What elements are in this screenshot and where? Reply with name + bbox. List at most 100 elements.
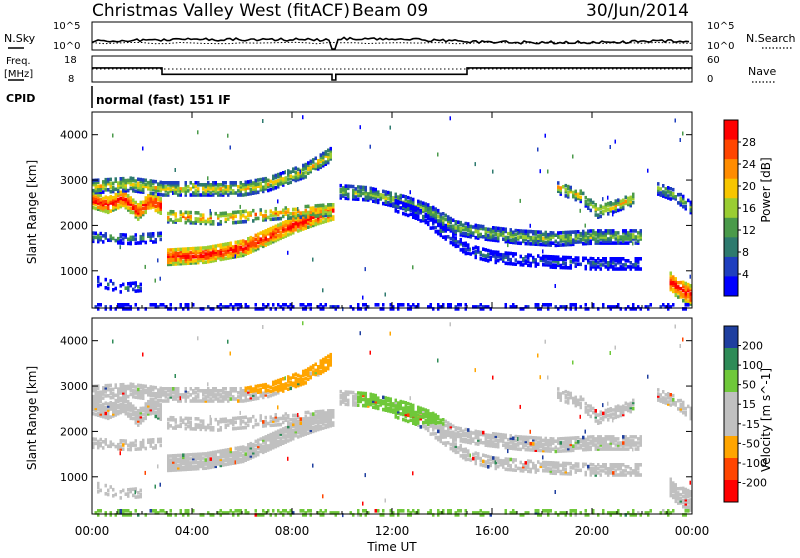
velocity-cell xyxy=(270,424,273,428)
velocity-cell xyxy=(330,417,333,421)
power-cell xyxy=(225,211,228,215)
power-cell xyxy=(195,211,198,215)
power-cell xyxy=(120,233,123,237)
power-cell xyxy=(177,218,180,222)
velocity-cell xyxy=(205,389,208,393)
velocity-cell xyxy=(430,424,433,428)
power-cell xyxy=(125,198,128,202)
velocity-cell xyxy=(105,438,108,442)
power-cell xyxy=(160,181,163,185)
power-cell xyxy=(255,213,258,217)
velocity-cell xyxy=(322,358,325,362)
power-cell xyxy=(482,235,485,239)
power-cell xyxy=(630,233,633,237)
velocity-cell xyxy=(412,509,415,513)
velocity-cell xyxy=(137,409,140,413)
power-cell xyxy=(640,229,643,233)
power-cell xyxy=(637,265,640,269)
velocity-cell xyxy=(135,407,138,411)
velocity-cell xyxy=(145,447,148,451)
power-cell xyxy=(362,186,365,190)
power-cell xyxy=(547,261,550,265)
power-cell xyxy=(535,303,538,307)
velocity-cell xyxy=(210,451,213,455)
velocity-cell xyxy=(177,387,180,391)
velocity-cell xyxy=(342,392,345,396)
power-cell xyxy=(157,193,160,197)
power-cell xyxy=(685,303,688,307)
power-cell xyxy=(397,200,400,204)
power-cell xyxy=(137,203,140,207)
velocity-cell xyxy=(280,428,283,432)
power-cell xyxy=(130,176,133,180)
velocity-cell xyxy=(360,391,363,395)
power-cell xyxy=(132,211,135,215)
power-cell xyxy=(187,185,190,189)
power-cell xyxy=(132,236,135,240)
power-cell xyxy=(157,202,160,206)
power-cell xyxy=(480,225,483,229)
power-cell xyxy=(467,243,470,247)
power-cell xyxy=(237,189,240,193)
power-cell xyxy=(442,235,445,239)
velocity-cell xyxy=(97,411,100,415)
power-cell xyxy=(275,186,278,190)
power-cell xyxy=(307,303,310,307)
velocity-cell xyxy=(132,389,135,393)
power-cell xyxy=(445,214,448,218)
power-cell xyxy=(167,191,170,195)
velocity-cell xyxy=(290,380,293,384)
velocity-cell xyxy=(285,416,288,420)
velocity-cell xyxy=(155,444,158,448)
power-cell xyxy=(347,184,350,188)
velocity-cell xyxy=(200,452,203,456)
velocity-cell xyxy=(147,400,150,404)
power-cell xyxy=(145,265,147,269)
power-cell xyxy=(137,182,140,186)
velocity-cell xyxy=(187,417,190,421)
power-cell xyxy=(237,193,240,197)
power-cell xyxy=(282,303,285,307)
velocity-cell xyxy=(110,396,113,400)
velocity-cell xyxy=(117,404,120,408)
power-cell xyxy=(600,263,603,267)
velocity-cell xyxy=(205,458,208,462)
velocity-cell xyxy=(312,412,315,416)
power-cell xyxy=(245,216,248,220)
noise-search-label: N.Search xyxy=(746,32,796,45)
velocity-cell xyxy=(155,485,157,489)
power-cell xyxy=(407,200,410,204)
velocity-cell xyxy=(282,415,285,419)
power-cell xyxy=(577,262,580,266)
power-cell xyxy=(687,303,690,307)
power-cell xyxy=(202,213,205,217)
power-cell xyxy=(595,259,598,263)
power-cell xyxy=(250,180,253,184)
velocity-cell xyxy=(300,509,303,513)
power-cell xyxy=(267,216,270,220)
velocity-cell xyxy=(205,466,208,470)
power-cell xyxy=(267,179,270,183)
velocity-cell xyxy=(117,410,120,414)
power-cell xyxy=(197,211,200,215)
velocity-cell xyxy=(120,403,123,407)
power-cell xyxy=(582,192,585,196)
velocity-cell xyxy=(357,509,360,513)
velocity-cell xyxy=(225,391,228,395)
power-cell xyxy=(222,189,225,193)
velocity-cell xyxy=(425,408,428,412)
velocity-cell xyxy=(255,444,258,448)
power-cell xyxy=(682,281,685,285)
velocity-cell xyxy=(422,421,425,425)
velocity-cell xyxy=(427,420,430,424)
power-cell xyxy=(140,287,143,291)
velocity-cell xyxy=(175,387,178,391)
power-cell xyxy=(590,229,593,233)
power-cell xyxy=(157,232,160,236)
power-ylabel: Slant Range [km] xyxy=(25,160,39,264)
velocity-cell xyxy=(120,383,123,387)
velocity-cell xyxy=(277,385,280,389)
velocity-cell xyxy=(420,425,423,429)
power-cell xyxy=(227,185,230,189)
power-cell xyxy=(97,205,100,209)
